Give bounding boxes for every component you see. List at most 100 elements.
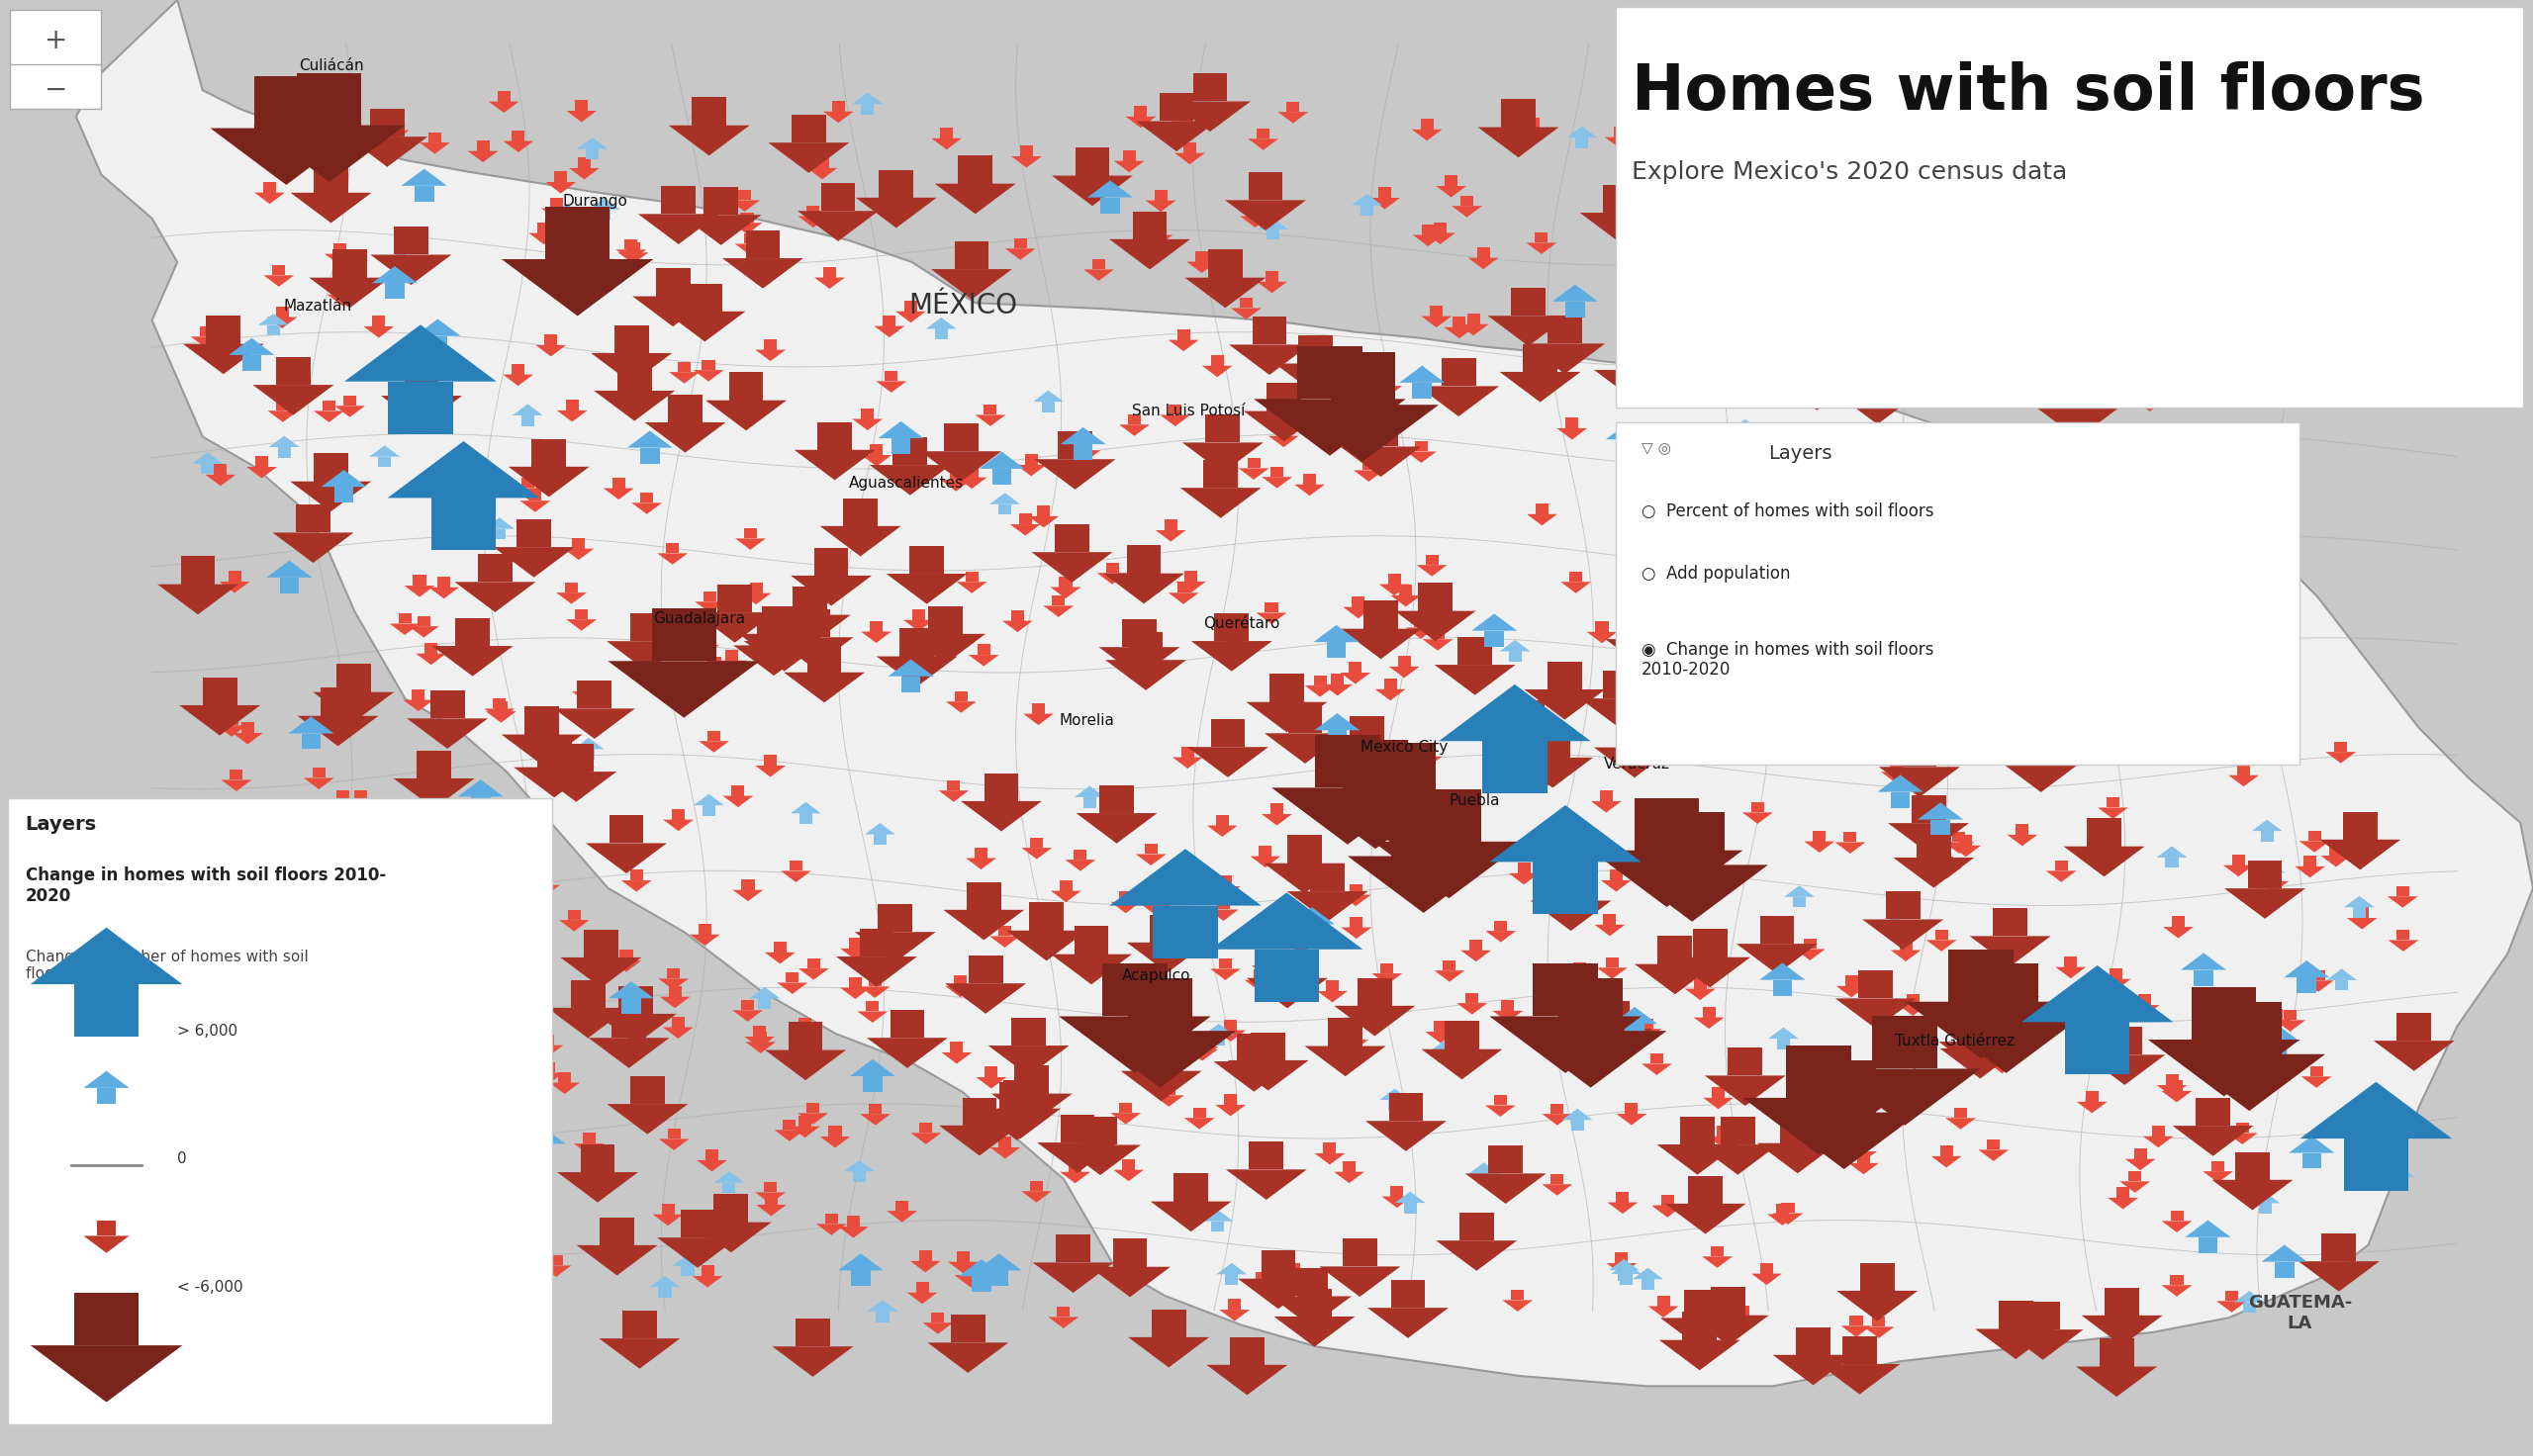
Polygon shape bbox=[1061, 1114, 1094, 1143]
Polygon shape bbox=[1652, 1206, 1682, 1217]
Polygon shape bbox=[2080, 157, 2110, 169]
Polygon shape bbox=[1644, 208, 1725, 239]
Polygon shape bbox=[415, 186, 433, 201]
Polygon shape bbox=[1971, 527, 1983, 537]
Polygon shape bbox=[1464, 1174, 1545, 1204]
Polygon shape bbox=[1459, 636, 1492, 665]
Polygon shape bbox=[2186, 1220, 2232, 1238]
Polygon shape bbox=[950, 469, 963, 480]
Polygon shape bbox=[2059, 434, 2090, 446]
Polygon shape bbox=[1573, 962, 1586, 973]
Polygon shape bbox=[1289, 907, 1335, 925]
Polygon shape bbox=[547, 1008, 628, 1038]
Polygon shape bbox=[1608, 1203, 1639, 1214]
Polygon shape bbox=[1011, 1018, 1046, 1045]
Polygon shape bbox=[1836, 491, 1872, 520]
Polygon shape bbox=[697, 1160, 727, 1172]
Polygon shape bbox=[1365, 403, 1396, 415]
Polygon shape bbox=[1791, 156, 1826, 185]
Polygon shape bbox=[1535, 729, 1570, 757]
Polygon shape bbox=[1834, 842, 1864, 853]
Polygon shape bbox=[785, 973, 798, 983]
Polygon shape bbox=[1925, 941, 1955, 951]
Polygon shape bbox=[451, 1235, 481, 1246]
Polygon shape bbox=[1125, 116, 1155, 128]
Polygon shape bbox=[945, 424, 978, 451]
Polygon shape bbox=[1287, 102, 1299, 112]
Polygon shape bbox=[2009, 181, 2044, 208]
Polygon shape bbox=[2308, 830, 2320, 842]
Polygon shape bbox=[578, 157, 590, 167]
Polygon shape bbox=[2148, 476, 2161, 486]
Polygon shape bbox=[1864, 505, 1877, 515]
Polygon shape bbox=[337, 1048, 418, 1079]
Polygon shape bbox=[1421, 119, 1434, 130]
Polygon shape bbox=[1657, 936, 1692, 964]
Polygon shape bbox=[866, 1038, 947, 1069]
Polygon shape bbox=[1743, 812, 1773, 824]
Polygon shape bbox=[1272, 466, 1284, 478]
Polygon shape bbox=[1487, 316, 1568, 347]
Polygon shape bbox=[1515, 1031, 1667, 1088]
Polygon shape bbox=[1636, 90, 1667, 102]
Polygon shape bbox=[1256, 968, 1287, 980]
Polygon shape bbox=[367, 888, 380, 900]
Polygon shape bbox=[1885, 891, 1920, 919]
Polygon shape bbox=[390, 1021, 408, 1037]
Polygon shape bbox=[1687, 1315, 1768, 1345]
Polygon shape bbox=[2300, 842, 2330, 852]
Polygon shape bbox=[1350, 662, 1363, 673]
Polygon shape bbox=[514, 767, 595, 798]
Polygon shape bbox=[957, 478, 988, 489]
Polygon shape bbox=[415, 482, 446, 492]
Polygon shape bbox=[2011, 693, 2026, 703]
Polygon shape bbox=[388, 349, 403, 360]
Polygon shape bbox=[1877, 775, 1923, 792]
Polygon shape bbox=[927, 606, 963, 633]
Polygon shape bbox=[534, 1252, 547, 1262]
Polygon shape bbox=[854, 932, 935, 962]
Polygon shape bbox=[1940, 1048, 2021, 1079]
Polygon shape bbox=[258, 313, 289, 325]
Polygon shape bbox=[522, 478, 534, 488]
Polygon shape bbox=[1439, 1053, 1451, 1063]
Polygon shape bbox=[757, 617, 790, 645]
Polygon shape bbox=[641, 448, 659, 463]
Polygon shape bbox=[1644, 862, 1664, 877]
Polygon shape bbox=[540, 875, 552, 885]
Polygon shape bbox=[813, 547, 849, 575]
Polygon shape bbox=[740, 593, 770, 604]
Polygon shape bbox=[1360, 205, 1373, 215]
Polygon shape bbox=[1793, 380, 1824, 390]
Polygon shape bbox=[616, 325, 648, 352]
Polygon shape bbox=[1109, 901, 1140, 913]
Polygon shape bbox=[1563, 830, 1593, 842]
Polygon shape bbox=[968, 882, 1001, 910]
Polygon shape bbox=[874, 326, 904, 338]
Polygon shape bbox=[231, 769, 243, 780]
Polygon shape bbox=[795, 609, 831, 638]
Polygon shape bbox=[420, 987, 451, 999]
Polygon shape bbox=[1277, 112, 1307, 124]
Polygon shape bbox=[2396, 1013, 2432, 1041]
Polygon shape bbox=[714, 1226, 727, 1238]
Polygon shape bbox=[998, 926, 1011, 936]
Polygon shape bbox=[1446, 1050, 1477, 1061]
Polygon shape bbox=[251, 840, 281, 850]
Polygon shape bbox=[2348, 917, 2378, 929]
Polygon shape bbox=[388, 119, 400, 130]
Polygon shape bbox=[1596, 968, 1626, 978]
Polygon shape bbox=[1738, 431, 1753, 441]
Polygon shape bbox=[879, 421, 925, 438]
Polygon shape bbox=[1983, 609, 2029, 625]
Polygon shape bbox=[365, 326, 395, 338]
Polygon shape bbox=[1616, 1114, 1646, 1125]
Polygon shape bbox=[1021, 146, 1033, 156]
Text: ▽ ◎: ▽ ◎ bbox=[1641, 441, 1672, 456]
Polygon shape bbox=[1601, 881, 1631, 891]
Polygon shape bbox=[2259, 1203, 2272, 1214]
Polygon shape bbox=[2009, 320, 2090, 351]
Polygon shape bbox=[258, 828, 271, 840]
Polygon shape bbox=[205, 475, 236, 486]
Polygon shape bbox=[550, 1255, 562, 1265]
